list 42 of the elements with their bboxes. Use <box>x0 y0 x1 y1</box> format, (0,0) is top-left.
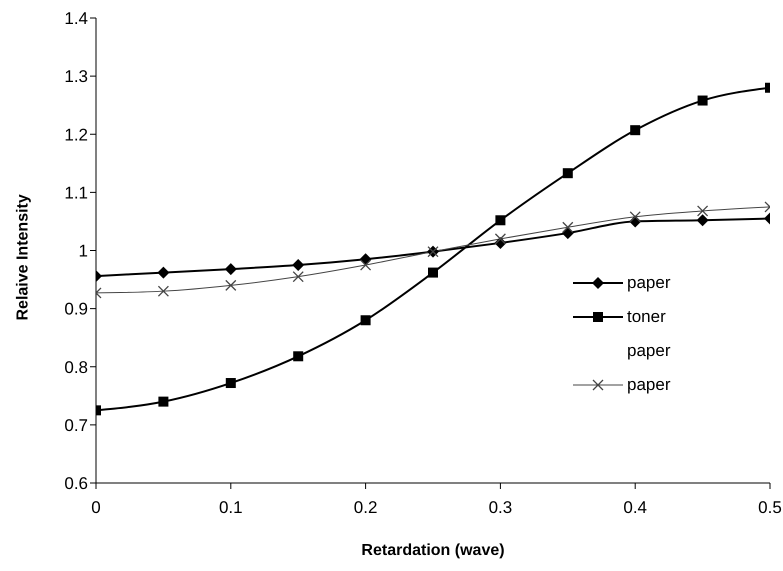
x-tick-label: 0.5 <box>758 498 782 518</box>
legend-label: toner <box>627 307 666 327</box>
point <box>630 211 641 222</box>
point <box>293 351 304 362</box>
point <box>562 222 574 233</box>
y-tick-label: 1 <box>78 242 88 261</box>
x-tick-label: 0.4 <box>623 498 648 518</box>
legend-label: paper <box>627 273 670 293</box>
point <box>292 271 304 282</box>
point <box>696 214 709 226</box>
point <box>360 315 371 326</box>
point <box>360 259 372 271</box>
x-tick-label: 0 <box>91 498 101 518</box>
text: paper <box>627 341 670 361</box>
point <box>225 280 236 292</box>
legend-label: paper <box>627 375 670 395</box>
y-tick-label: 1.2 <box>64 125 88 144</box>
point <box>698 96 708 106</box>
point <box>494 233 506 245</box>
point <box>630 125 640 136</box>
point <box>224 263 237 276</box>
point <box>292 259 304 272</box>
point <box>428 268 438 278</box>
y-axis-title: Relaive Intensity <box>14 194 32 320</box>
y-tick-label: 1.1 <box>64 183 88 202</box>
point <box>158 396 168 407</box>
point <box>696 205 708 217</box>
x-tick-label: 0.2 <box>354 498 378 518</box>
x-tick-label: 0.1 <box>218 498 243 518</box>
point <box>495 215 506 226</box>
point <box>562 168 573 178</box>
y-tick-label: 0.8 <box>64 358 88 377</box>
y-tick-label: 0.7 <box>64 416 88 435</box>
point <box>226 378 236 388</box>
y-tick-label: 0.6 <box>64 474 88 494</box>
x-axis-title: Retardation (wave) <box>361 542 505 559</box>
y-tick-label: 1.4 <box>64 9 88 28</box>
x-tick-label: 0.3 <box>488 498 512 518</box>
y-tick-label: 0.9 <box>64 300 88 319</box>
point <box>158 286 170 297</box>
point <box>157 266 170 279</box>
y-tick-label: 1.3 <box>64 67 88 86</box>
